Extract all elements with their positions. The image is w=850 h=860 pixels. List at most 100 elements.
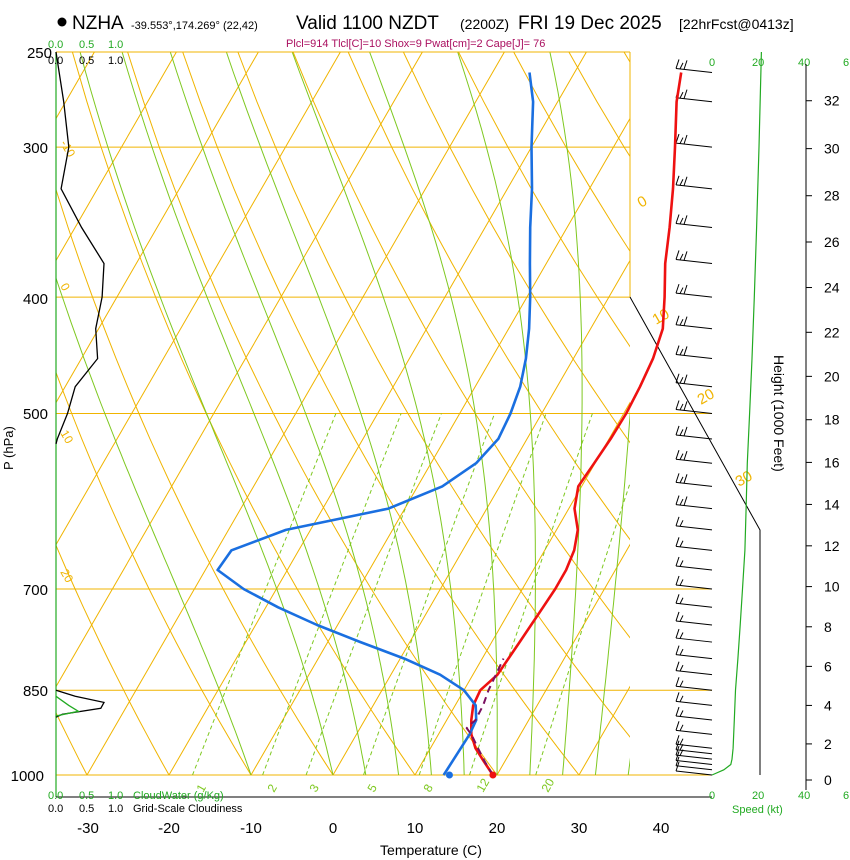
barb-staff xyxy=(675,729,713,735)
dry-adiabat-line xyxy=(402,52,630,444)
barb-flag xyxy=(675,283,680,294)
dry-adiabat-line xyxy=(292,52,630,639)
cloudiness-scale-tick: 1.0 xyxy=(108,803,123,815)
moist-adiabat-line xyxy=(225,52,432,775)
barb-flag xyxy=(683,89,688,99)
temperature-tick-label: -10 xyxy=(240,820,262,837)
barb-flag xyxy=(679,403,684,411)
mixing-ratio-line xyxy=(192,413,337,775)
dry-adiabat-label: 20 xyxy=(57,567,76,586)
temperature-tick-label: 10 xyxy=(407,820,424,837)
wind-barb xyxy=(675,575,713,590)
wind-barb xyxy=(675,315,713,330)
temperature-tick-label: 0 xyxy=(329,820,337,837)
pressure-axis-label: P (hPa) xyxy=(1,426,16,470)
barb-flag xyxy=(679,560,684,567)
cloudwater-scale-tick: 1.0 xyxy=(108,39,123,51)
barb-flag xyxy=(675,495,680,505)
mixing-ratio-line xyxy=(469,413,593,775)
station-coords: -39.553°,174.269° (22,42) xyxy=(131,20,258,32)
dry-adiabat-line xyxy=(71,52,416,775)
barb-flag xyxy=(679,597,684,604)
barb-staff xyxy=(675,222,713,228)
barb-flag xyxy=(675,761,680,772)
mixing-ratio-label: 20 xyxy=(538,776,557,795)
barb-staff xyxy=(675,258,713,264)
barb-staff xyxy=(675,354,713,360)
barb-flag xyxy=(679,540,684,548)
wind-speed-line xyxy=(711,51,762,776)
isotherm-line xyxy=(0,52,12,775)
barb-flag xyxy=(679,287,684,294)
barb-flag xyxy=(679,520,684,527)
barb-staff xyxy=(675,434,713,440)
cloudiness-scale-tick: 0.5 xyxy=(79,803,94,815)
barb-flag xyxy=(679,376,684,384)
barb-flag xyxy=(675,556,680,567)
dry-adiabat-line xyxy=(127,52,498,775)
barb-flag xyxy=(679,137,684,144)
moist-adiabat-line xyxy=(121,52,367,775)
height-tick-label: 24 xyxy=(824,280,840,296)
wind-barb xyxy=(675,611,713,626)
wind-barb xyxy=(675,425,713,440)
barb-flag xyxy=(679,680,684,687)
barb-flag xyxy=(675,537,680,547)
barb-staff xyxy=(675,504,713,510)
height-tick-label: 22 xyxy=(824,324,840,340)
barb-staff xyxy=(675,292,713,298)
barb-flag xyxy=(675,692,680,702)
height-tick-label: 28 xyxy=(824,188,840,204)
height-tick-label: 6 xyxy=(824,658,832,674)
cloud-scale: 0.0 0.5 1.0 0.0 0.5 1.0 0.0 0.5 1.0 Clou… xyxy=(48,39,243,815)
wind-barb xyxy=(675,495,713,510)
barb-flag xyxy=(683,284,688,295)
forecast-date: FRI 19 Dec 2025 xyxy=(518,13,662,34)
barb-flag xyxy=(675,345,680,355)
wind-barb xyxy=(675,473,713,487)
wind-barb xyxy=(675,133,713,148)
header: NZHA -39.553°,174.269° (22,42) Valid 110… xyxy=(57,13,794,50)
cloudwater-scale-tick: 1.0 xyxy=(108,790,123,802)
height-tick-label: 32 xyxy=(824,93,840,109)
wind-barb xyxy=(675,373,713,388)
isotherm-line xyxy=(56,52,423,688)
pressure-tick-label: 850 xyxy=(23,683,48,700)
barb-flag xyxy=(679,429,684,436)
wind-barb xyxy=(675,250,713,264)
height-tick-label: 26 xyxy=(824,234,840,250)
isobar-grid xyxy=(56,51,712,776)
isotherm-line xyxy=(250,117,630,775)
cloud-water-line xyxy=(55,695,81,717)
cloudiness-scale-tick: 0.0 xyxy=(48,803,63,815)
wind-barb xyxy=(675,214,713,228)
barb-flag xyxy=(679,648,684,656)
wind-barb xyxy=(675,345,713,360)
dry-adiabat-label: 10 xyxy=(57,428,76,447)
wind-barb xyxy=(675,645,713,660)
speed-tick-top: 20 xyxy=(752,57,764,69)
pressure-tick-label: 1000 xyxy=(11,768,44,785)
barb-staff xyxy=(675,458,713,464)
pressure-tick-label: 400 xyxy=(23,291,48,308)
barb-flag xyxy=(683,474,688,484)
barb-staff xyxy=(675,765,713,771)
speed-tick-bottom: 20 xyxy=(752,790,764,802)
temperature-axis: -30 -20 -10 0 10 20 30 40 Temperature (C… xyxy=(77,820,669,858)
dry-adiabat-line xyxy=(56,544,170,775)
barb-flag xyxy=(679,738,684,745)
dry-adiabat-line xyxy=(56,188,334,775)
barb-staff xyxy=(675,749,713,755)
barb-flag xyxy=(675,751,680,761)
forecast-info: [22hrFcst@0413z] xyxy=(679,16,794,32)
mixing-ratio-label: 8 xyxy=(420,781,436,794)
cloudiness-scale-tick: 0.5 xyxy=(79,55,94,67)
barb-staff xyxy=(675,620,713,626)
cloudwater-scale-tick: 0.0 xyxy=(48,790,63,802)
legend-cloudwater: CloudWater (g/Kg) xyxy=(133,790,224,802)
mixing-ratio-line xyxy=(305,413,442,775)
wind-barb xyxy=(675,761,713,776)
dry-adiabat-line xyxy=(182,52,580,775)
barb-flag xyxy=(675,740,680,750)
dry-adiabat-line xyxy=(347,52,630,541)
